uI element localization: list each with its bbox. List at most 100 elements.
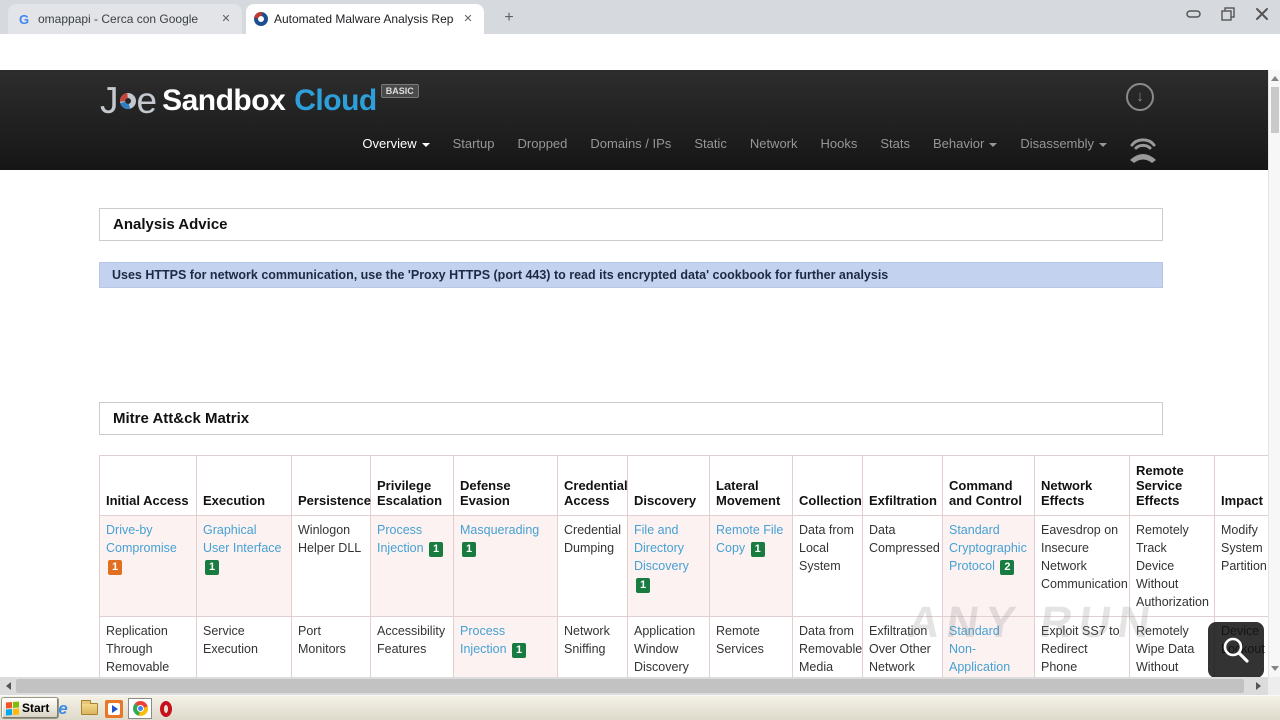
scroll-down-icon[interactable]	[1269, 661, 1280, 675]
matrix-column-header: Initial Access	[99, 455, 197, 516]
page-viewport: J e Sandbox Cloud BASIC ↓ Overview Startu…	[0, 70, 1280, 677]
matrix-cell: Drive-by Compromise 1	[99, 515, 197, 617]
zoom-magnifier-button[interactable]	[1208, 622, 1264, 677]
analysis-advice-message: Uses HTTPS for network communication, us…	[99, 262, 1163, 288]
matrix-cell: File and Directory Discovery 1	[627, 515, 710, 617]
minimize-button[interactable]	[1184, 6, 1204, 22]
count-badge: 1	[205, 560, 220, 575]
vertical-scrollbar[interactable]	[1268, 70, 1280, 677]
chevron-down-icon	[989, 142, 998, 147]
matrix-technique-label: Data from Local System	[799, 523, 854, 573]
matrix-cell: Standard Non-Application Layer Protocol …	[942, 616, 1035, 677]
matrix-technique-label: Exploit SS7 to Redirect Phone Calls/SMS	[1041, 624, 1120, 674]
joesandbox-logo[interactable]: J e Sandbox Cloud BASIC	[100, 80, 419, 122]
matrix-technique-label: Data from Removable Media	[799, 624, 863, 674]
nav-item-overview[interactable]: Overview	[362, 136, 430, 151]
scroll-up-icon[interactable]	[1269, 71, 1280, 85]
matrix-column-header: Execution	[196, 455, 292, 516]
internet-explorer-icon[interactable]: e	[58, 698, 68, 718]
matrix-cell: Standard Cryptographic Protocol 2	[942, 515, 1035, 617]
matrix-technique-link[interactable]: Graphical User Interface	[203, 523, 282, 555]
matrix-technique-label: Replication Through Removable Media	[106, 624, 170, 674]
scroll-right-icon[interactable]	[1250, 677, 1266, 695]
taskbar: Start e ! 7:23 AM	[0, 695, 1280, 720]
count-badge: 1	[750, 542, 765, 557]
matrix-technique-link[interactable]: Remote File Copy	[716, 523, 784, 555]
browser-tabstrip: G omappapi - Cerca con Google ✕ Automate…	[0, 0, 1280, 34]
logo-letter-e: e	[136, 80, 158, 121]
matrix-column-header: Lateral Movement	[709, 455, 793, 516]
matrix-cell: Port Monitors	[291, 616, 371, 677]
vertical-scroll-thumb[interactable]	[1271, 87, 1279, 133]
matrix-cell: Graphical User Interface 1	[196, 515, 292, 617]
nav-item-network[interactable]: Network	[749, 136, 798, 151]
tab-title: omappapi - Cerca con Google	[38, 12, 199, 26]
browser-tab-google-search[interactable]: G omappapi - Cerca con Google ✕	[8, 4, 242, 34]
google-favicon-icon: G	[18, 11, 30, 27]
matrix-column-header: Command and Control	[942, 455, 1035, 516]
table-row: Drive-by Compromise 1 Graphical User Inte…	[99, 515, 1280, 617]
browser-tab-analysis-report[interactable]: Automated Malware Analysis Report ✕	[246, 4, 484, 34]
restore-button[interactable]	[1218, 6, 1238, 22]
browser-toolbar: ← → https://www.joesandbox.com/analysis/…	[0, 34, 1280, 100]
logo-letter-j: J	[100, 80, 119, 121]
matrix-technique-link[interactable]: Drive-by Compromise	[106, 523, 177, 555]
analysis-advice-heading: Analysis Advice	[99, 208, 1163, 241]
matrix-technique-link[interactable]: Standard Non-Application Layer Protocol	[949, 624, 1011, 674]
chrome-icon[interactable]	[128, 698, 152, 719]
scroll-left-icon[interactable]	[0, 677, 16, 695]
window-controls	[1184, 6, 1272, 22]
media-shape	[105, 699, 123, 718]
nav-item-stats[interactable]: Stats	[880, 136, 910, 151]
mitre-attack-matrix-heading: Mitre Att&ck Matrix	[99, 402, 1163, 435]
nav-item-dropped[interactable]: Dropped	[517, 136, 568, 151]
nav-item-behavior[interactable]: Behavior	[933, 136, 998, 151]
main-nav: Overview Startup Dropped Domains / IPs Stati…	[362, 136, 1107, 151]
matrix-cell: Process Injection 1	[370, 515, 454, 617]
matrix-technique-label: Service Execution	[203, 624, 258, 656]
matrix-column-header: Collection	[792, 455, 863, 516]
matrix-cell: Remote File Copy 1	[709, 515, 793, 617]
phone-home-icon[interactable]	[1124, 132, 1162, 169]
nav-item-startup[interactable]: Startup	[452, 136, 495, 151]
mitre-matrix-table-wrap: Initial Access Execution Persistence Privil…	[99, 455, 1280, 677]
opera-o-shape	[160, 700, 172, 717]
matrix-technique-link[interactable]: Standard Cryptographic Protocol	[949, 523, 1027, 573]
start-button[interactable]: Start	[2, 698, 58, 718]
count-badge: 1	[636, 578, 651, 593]
matrix-technique-label: Exfiltration Over Other Network Medium	[869, 624, 931, 674]
folder-icon[interactable]	[78, 698, 100, 719]
scrollbar-corner	[1268, 677, 1280, 695]
nav-item-disassembly[interactable]: Disassembly	[1020, 136, 1107, 151]
opera-icon[interactable]	[155, 698, 177, 719]
horizontal-scrollbar[interactable]	[0, 677, 1268, 695]
matrix-technique-link[interactable]: Masquerading	[460, 523, 540, 537]
matrix-technique-link[interactable]: Process Injection	[377, 523, 424, 555]
nav-item-static[interactable]: Static	[694, 136, 727, 151]
matrix-column-header: Network Effects	[1034, 455, 1130, 516]
nav-item-hooks[interactable]: Hooks	[820, 136, 858, 151]
matrix-cell: Network Sniffing	[557, 616, 628, 677]
download-report-button[interactable]: ↓	[1126, 83, 1154, 111]
close-window-button[interactable]	[1252, 6, 1272, 22]
matrix-technique-label: Accessibility Features	[377, 624, 446, 656]
new-tab-button[interactable]: +	[504, 9, 514, 26]
tab-close-icon[interactable]: ✕	[463, 13, 473, 25]
matrix-technique-link[interactable]: Process Injection	[460, 624, 507, 656]
joesandbox-favicon-icon	[254, 12, 268, 26]
matrix-cell: Remote Services	[709, 616, 793, 677]
table-row: Replication Through Removable Media Servi…	[99, 616, 1280, 677]
matrix-cell: Eavesdrop on Insecure Network Communicat…	[1034, 515, 1130, 617]
matrix-column-header: Privilege Escalation	[370, 455, 454, 516]
matrix-column-header: Defense Evasion	[453, 455, 558, 516]
media-player-icon[interactable]	[103, 698, 125, 719]
matrix-cell: Remotely Track Device Without Authorizat…	[1129, 515, 1215, 617]
matrix-cell: Remotely Wipe Data Without Authorization	[1129, 616, 1215, 677]
matrix-technique-link[interactable]: File and Directory Discovery	[634, 523, 689, 573]
horizontal-scroll-thumb[interactable]	[16, 679, 1244, 693]
start-label: Start	[22, 701, 50, 715]
tab-close-icon[interactable]: ✕	[221, 13, 231, 25]
nav-item-domains-ips[interactable]: Domains / IPs	[590, 136, 672, 151]
matrix-technique-label: Data Compressed	[869, 523, 940, 555]
